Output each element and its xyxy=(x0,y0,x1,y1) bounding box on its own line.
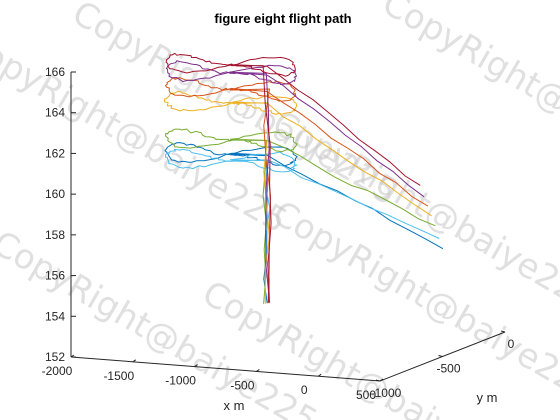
y-tick-mark xyxy=(500,330,506,333)
y-tick-label: -500 xyxy=(436,362,460,376)
x-axis-label: x m xyxy=(224,398,245,413)
tick-marks: 152 154 156 158 160 162 164 166 -2000 -1500 -1000 -… xyxy=(42,65,515,402)
flight-path-series xyxy=(165,60,425,303)
flight-path-series xyxy=(164,148,440,304)
x-tick-label: -500 xyxy=(230,378,254,392)
z-tick-label: 162 xyxy=(45,146,65,160)
z-tick-label: 156 xyxy=(45,269,65,283)
x-tick-label: -2000 xyxy=(42,364,73,378)
y-tick-label: 0 xyxy=(508,337,515,351)
x-tick-label: -1000 xyxy=(165,374,196,388)
flight-paths xyxy=(164,52,444,304)
z-tick-label: 166 xyxy=(45,65,65,79)
x-tick-label: 500 xyxy=(356,388,376,402)
x-tick-label: 0 xyxy=(301,383,308,397)
chart-title: figure eight flight path xyxy=(214,11,351,26)
x-tick-mark xyxy=(256,368,260,372)
z-tick-label: 152 xyxy=(45,350,65,364)
x-tick-mark xyxy=(132,359,137,363)
z-tick-label: 160 xyxy=(45,187,65,201)
z-tick-label: 154 xyxy=(45,309,65,323)
flight-path-series xyxy=(164,77,429,304)
flight-path-series xyxy=(165,128,436,304)
x-tick-mark xyxy=(379,378,384,382)
y-tick-mark xyxy=(375,379,381,382)
x-tick-mark xyxy=(317,373,322,377)
flight-path-series xyxy=(164,90,432,304)
z-tick-label: 158 xyxy=(45,228,65,242)
flight-path-series xyxy=(165,52,421,303)
x-tick-label: -1500 xyxy=(103,369,134,383)
y-axis-label: y m xyxy=(477,390,498,405)
watermark-text: CopyRight@baiye225 xyxy=(266,193,560,411)
z-tick-label: 164 xyxy=(45,106,65,120)
y-tick-mark xyxy=(438,355,443,357)
x-tick-mark xyxy=(194,364,198,368)
y-tick-label: -1000 xyxy=(371,386,402,400)
x-axis-line xyxy=(70,356,381,382)
x-tick-mark xyxy=(70,354,75,358)
